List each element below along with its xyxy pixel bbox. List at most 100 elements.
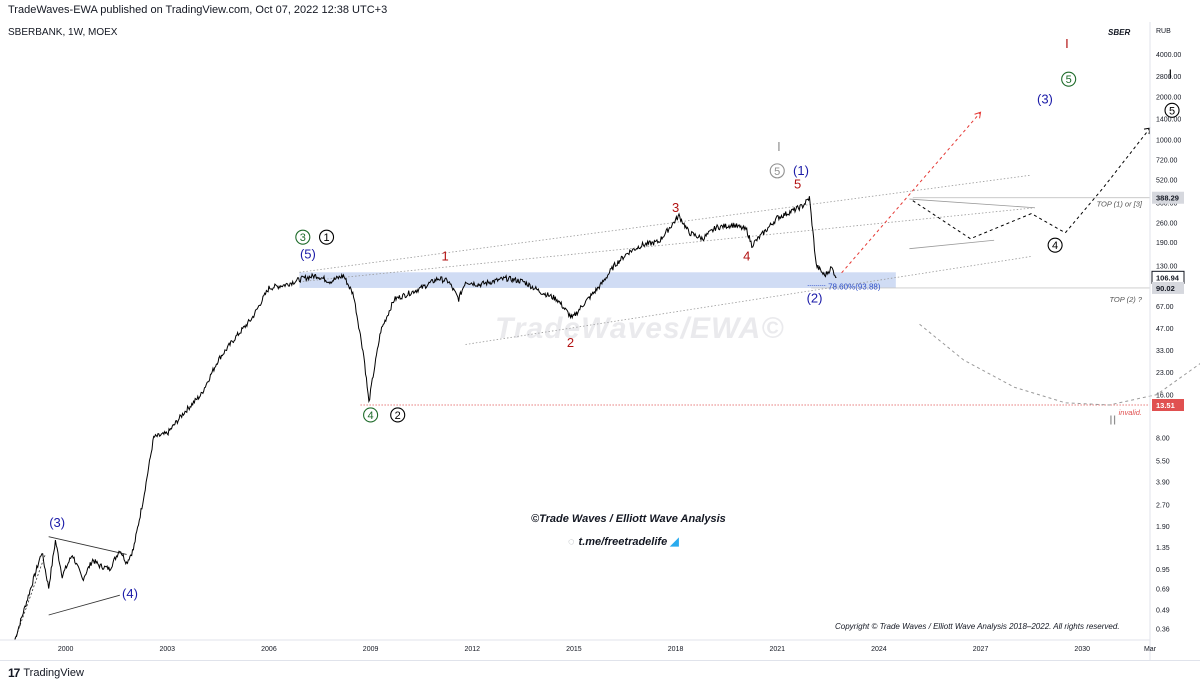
- y-tick-label: 130.00: [1156, 263, 1178, 270]
- wave-label: 3: [672, 200, 679, 215]
- y-tick-label: 4000.00: [1156, 52, 1181, 59]
- price-tag-label: 90.02: [1156, 284, 1175, 293]
- x-tick-label: 2021: [769, 646, 785, 653]
- wave-label: I: [1169, 67, 1173, 82]
- telegram-link[interactable]: ◌ t.me/freetradelife ◢: [568, 535, 679, 548]
- x-tick-label: 2006: [261, 646, 277, 653]
- grey-cup: [919, 323, 1200, 406]
- telegram-icon: ◢: [670, 536, 679, 548]
- x-tick-label: 2027: [973, 646, 989, 653]
- y-tick-label: 47.00: [1156, 326, 1174, 333]
- y-tick-label: 1.90: [1156, 524, 1170, 531]
- link-dot-icon: ◌: [568, 536, 575, 548]
- wave-label: 4: [743, 248, 750, 263]
- wave-label: (5): [300, 246, 316, 261]
- y-tick-label: 33.00: [1156, 348, 1174, 355]
- x-tick-label: 2015: [566, 646, 582, 653]
- wave-label: II: [1109, 413, 1116, 428]
- price-tag-label: 13.51: [1156, 401, 1175, 410]
- level-invalid-label: invalid.: [1119, 408, 1142, 417]
- triangle-bottom: [909, 239, 995, 250]
- wave-label: 4: [368, 410, 374, 422]
- copyright-text: Copyright © Trade Waves / Elliott Wave A…: [835, 622, 1120, 631]
- footer-bar: [0, 660, 1200, 687]
- wave-label: 4: [1052, 240, 1058, 252]
- watermark: TradeWaves/EWA©: [495, 312, 785, 345]
- support-zone: [299, 272, 896, 288]
- price-tag-label: 106.94: [1156, 273, 1180, 282]
- wave-circle: [363, 407, 379, 423]
- y-tick-label: 1400.00: [1156, 117, 1181, 124]
- red-projection: [841, 111, 981, 274]
- lower-channel: [465, 256, 1032, 345]
- tradingview-logo[interactable]: 17 TradingView: [8, 666, 84, 680]
- early-dash-line: [14, 554, 46, 641]
- y-tick-label: 2.70: [1156, 502, 1170, 509]
- y-tick-label: 190.00: [1156, 240, 1178, 247]
- y-tick-label: 2800.00: [1156, 74, 1181, 81]
- wave-circle: [1061, 71, 1077, 87]
- brand-text: ©Trade Waves / Elliott Wave Analysis: [531, 513, 726, 525]
- wave-label: 5: [1066, 74, 1072, 86]
- wave-label: 5: [794, 177, 801, 192]
- wave-label: 2: [567, 335, 574, 350]
- fib-label: 78.60%(93.88): [828, 283, 881, 292]
- symbol-tag: SBER: [1108, 28, 1131, 37]
- y-tick-label: 5.50: [1156, 458, 1170, 465]
- y-tick-label: 720.00: [1156, 158, 1178, 165]
- mid-channel: [302, 207, 1035, 282]
- x-tick-label: 2000: [58, 646, 74, 653]
- y-tick-label: 67.00: [1156, 304, 1174, 311]
- black-projection: [912, 127, 1151, 240]
- y-tick-label: 520.00: [1156, 178, 1178, 185]
- telegram-link-text[interactable]: t.me/freetradelife: [578, 536, 668, 548]
- x-tick-label: Mar: [1144, 646, 1157, 653]
- y-tick-label: 23.00: [1156, 370, 1174, 377]
- early-triangle-top: [48, 536, 127, 555]
- early-triangle-bottom: [48, 594, 120, 616]
- x-tick-label: 2009: [363, 646, 379, 653]
- x-tick-label: 2024: [871, 646, 887, 653]
- wave-label: 3: [300, 232, 306, 244]
- wave-label: I: [777, 139, 781, 154]
- currency-label: RUB: [1156, 28, 1171, 35]
- publish-header: TradeWaves-EWA published on TradingView.…: [8, 4, 388, 16]
- y-tick-label: 8.00: [1156, 435, 1170, 442]
- wave-label: (4): [122, 586, 138, 601]
- y-tick-label: 1000.00: [1156, 137, 1181, 144]
- wave-label: 1: [323, 232, 329, 244]
- y-tick-label: 2000.00: [1156, 95, 1181, 102]
- wave-circle: [318, 229, 335, 245]
- red-arrowhead: [974, 111, 982, 119]
- wave-label: (2): [807, 290, 823, 305]
- wave-label: (3): [1037, 92, 1053, 107]
- y-tick-label: 3.90: [1156, 480, 1170, 487]
- upper-channel: [299, 174, 1032, 273]
- wave-circle: [1047, 237, 1063, 253]
- x-tick-label: 2030: [1074, 646, 1090, 653]
- wave-label: 2: [395, 410, 401, 422]
- x-tick-label: 2018: [668, 646, 684, 653]
- wave-circle: [295, 229, 311, 245]
- level-top-label: TOP (1) or [3]: [1097, 200, 1143, 209]
- price-tag: [1152, 191, 1184, 204]
- wave-circle: [390, 407, 406, 423]
- tradingview-logo-icon: 17: [8, 666, 20, 680]
- wave-label: (1): [793, 163, 809, 178]
- price-tag-label: 388.29: [1156, 194, 1179, 203]
- y-tick-label: 1.35: [1156, 545, 1170, 552]
- y-tick-label: 0.95: [1156, 567, 1170, 574]
- wave-label: I: [1065, 36, 1069, 51]
- y-tick-label: 0.49: [1156, 608, 1170, 615]
- y-tick-label: 260.00: [1156, 220, 1178, 227]
- y-tick-label: 360.00: [1156, 200, 1178, 207]
- y-tick-label: 0.36: [1156, 627, 1170, 634]
- wave-circle: [1164, 102, 1180, 118]
- x-tick-label: 2012: [464, 646, 480, 653]
- price-tag: [1152, 399, 1184, 412]
- y-tick-label: 0.69: [1156, 587, 1170, 594]
- wave-label: 5: [774, 166, 780, 178]
- wave-label: 1: [442, 248, 449, 263]
- wave-label: 5: [1169, 105, 1175, 117]
